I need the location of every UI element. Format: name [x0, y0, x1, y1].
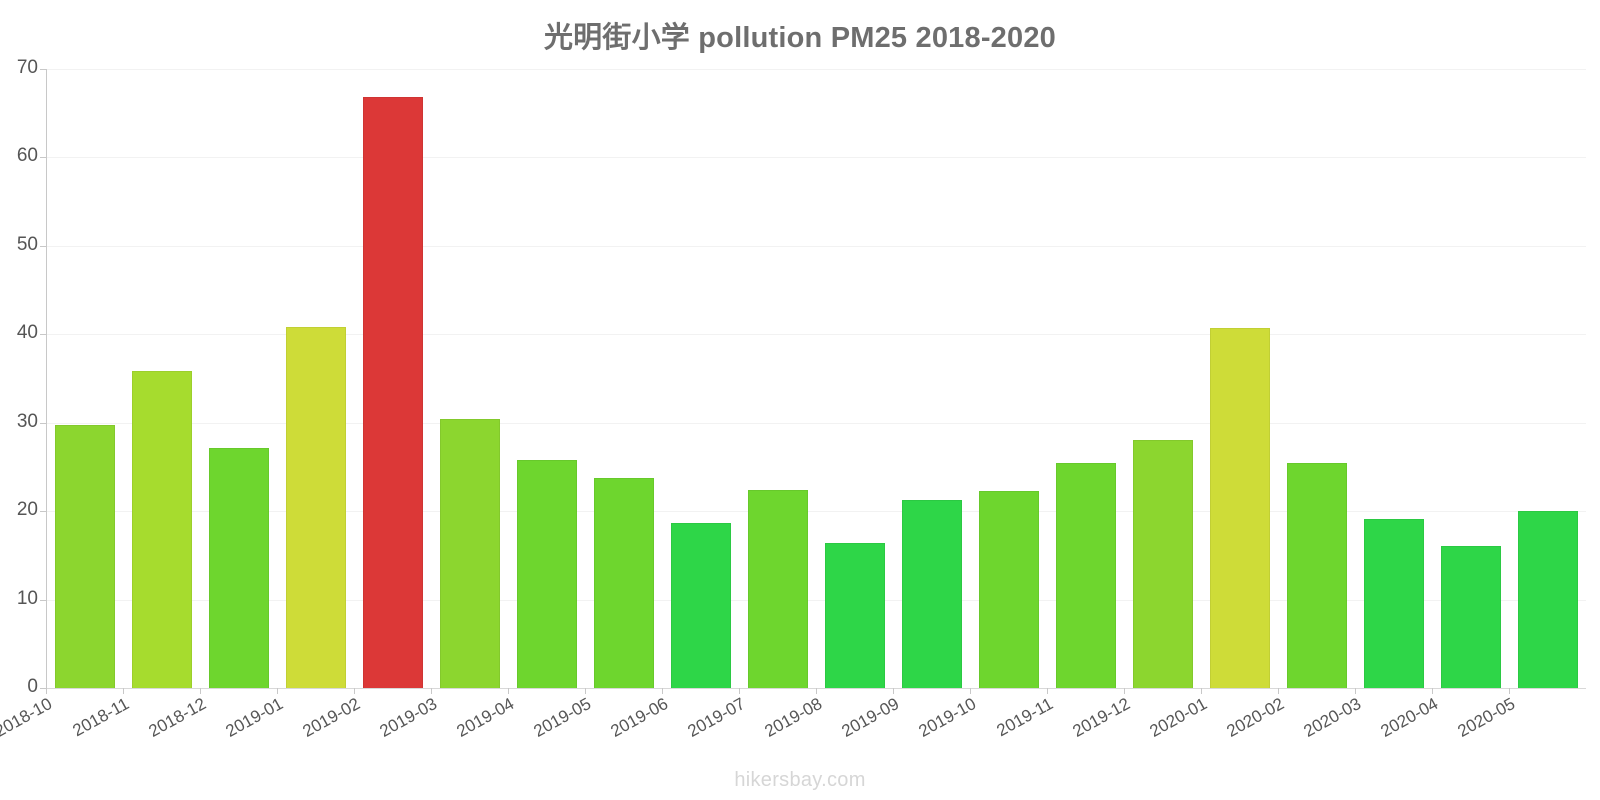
bar[interactable] [825, 543, 885, 688]
y-tick-label-30: 30 [16, 411, 38, 432]
x-tick-mark [1047, 688, 1048, 694]
y-tick-mark-40 [40, 334, 46, 335]
bar[interactable] [671, 523, 731, 688]
x-tick-mark [200, 688, 201, 694]
bar[interactable] [440, 419, 500, 688]
y-tick-mark-60 [40, 157, 46, 158]
bar[interactable] [902, 500, 962, 688]
x-tick-mark [508, 688, 509, 694]
y-tick-mark-0 [40, 688, 46, 689]
y-tick-mark-70 [40, 69, 46, 70]
bar[interactable] [1056, 463, 1116, 688]
gridline-30 [46, 423, 1586, 424]
gridline-50 [46, 246, 1586, 247]
x-tick-mark [816, 688, 817, 694]
y-tick-label-20: 20 [16, 499, 38, 520]
bar[interactable] [55, 425, 115, 688]
bar[interactable] [517, 460, 577, 688]
gridline-10 [46, 600, 1586, 601]
bar[interactable] [1441, 546, 1501, 688]
bar[interactable] [748, 490, 808, 688]
y-tick-label-0: 0 [27, 676, 38, 697]
x-tick-mark [662, 688, 663, 694]
x-tick-mark [1201, 688, 1202, 694]
gridline-40 [46, 334, 1586, 335]
x-tick-mark [1509, 688, 1510, 694]
x-tick-mark [123, 688, 124, 694]
y-tick-label-60: 60 [16, 145, 38, 166]
x-tick-mark [1278, 688, 1279, 694]
bar[interactable] [594, 478, 654, 688]
y-tick-mark-10 [40, 600, 46, 601]
bar[interactable] [286, 327, 346, 688]
bar[interactable] [1518, 511, 1578, 688]
footer-watermark: hikersbay.com [734, 769, 866, 791]
x-tick-mark [1124, 688, 1125, 694]
bar[interactable] [363, 97, 423, 688]
y-tick-mark-30 [40, 423, 46, 424]
y-axis-line [46, 69, 47, 689]
x-tick-mark [1432, 688, 1433, 694]
bar[interactable] [132, 371, 192, 688]
x-tick-mark [970, 688, 971, 694]
bar[interactable] [979, 491, 1039, 688]
bar[interactable] [1133, 440, 1193, 688]
y-tick-label-10: 10 [16, 588, 38, 609]
page-title: 光明街小学 pollution PM25 2018-2020 [543, 22, 1056, 54]
x-tick-mark [585, 688, 586, 694]
gridline-70 [46, 69, 1586, 70]
y-tick-label-40: 40 [16, 322, 38, 343]
gridline-20 [46, 511, 1586, 512]
x-tick-mark [46, 688, 47, 694]
x-tick-mark [431, 688, 432, 694]
gridline-60 [46, 157, 1586, 158]
x-tick-mark [893, 688, 894, 694]
y-tick-label-70: 70 [16, 57, 38, 78]
bar[interactable] [1287, 463, 1347, 688]
x-tick-mark [354, 688, 355, 694]
x-tick-mark [1355, 688, 1356, 694]
y-tick-mark-20 [40, 511, 46, 512]
bar[interactable] [1364, 519, 1424, 688]
x-tick-mark [739, 688, 740, 694]
bar[interactable] [209, 448, 269, 688]
y-tick-mark-50 [40, 246, 46, 247]
x-tick-mark [277, 688, 278, 694]
bar[interactable] [1210, 328, 1270, 688]
y-tick-label-50: 50 [16, 234, 38, 255]
plot-area [46, 69, 1586, 688]
